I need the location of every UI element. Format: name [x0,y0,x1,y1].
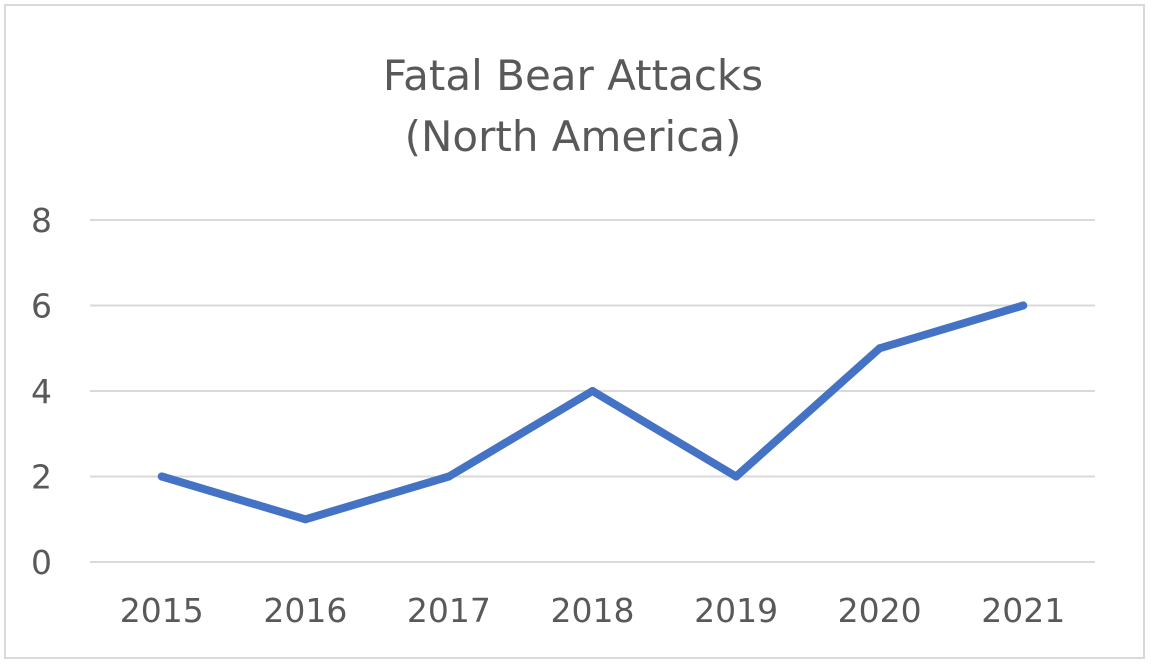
data-point-2015 [157,472,166,481]
y-tick-label: 2 [31,458,52,497]
x-tick-label: 2020 [838,591,922,630]
x-axis-ticks: 2015 2016 2017 2018 2019 2020 2021 [120,591,1065,630]
x-tick-label: 2018 [551,591,635,630]
x-tick-label: 2017 [407,591,491,630]
x-tick-label: 2015 [120,591,204,630]
y-tick-label: 4 [31,372,52,411]
chart-frame [4,4,1145,659]
data-point-2016 [301,515,310,524]
y-tick-label: 0 [31,543,52,582]
y-axis-ticks: 0 2 4 6 8 [31,201,52,582]
data-point-2019 [732,472,741,481]
data-point-2018 [588,387,597,395]
y-tick-label: 8 [31,201,52,240]
chart-title-line-1: Fatal Bear Attacks [383,51,763,100]
data-point-2020 [875,344,884,353]
series-layer [157,301,1028,524]
x-tick-label: 2016 [263,591,347,630]
y-tick-label: 6 [31,287,52,326]
gridlines [90,219,1095,563]
data-point-2017 [444,472,453,481]
x-tick-label: 2019 [694,591,778,630]
chart-title-line-2: (North America) [405,112,742,161]
series-line-0 [157,301,1028,524]
data-point-2021 [1019,301,1028,310]
x-tick-label: 2021 [981,591,1065,630]
